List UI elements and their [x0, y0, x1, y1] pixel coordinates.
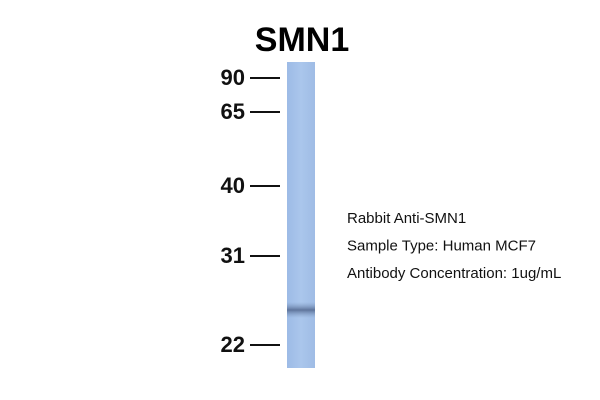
gel-lane: [287, 62, 315, 368]
description-line: Antibody Concentration: 1ug/mL: [347, 265, 561, 282]
description: Rabbit Anti-SMN1 Sample Type: Human MCF7 A…: [347, 210, 561, 282]
title: SMN1: [255, 21, 349, 59]
marker-label: 40: [221, 173, 245, 198]
marker-ladder: 90 65 40 31 22: [221, 65, 280, 357]
description-line: Sample Type: Human MCF7: [347, 237, 536, 254]
protein-band: [287, 302, 315, 318]
marker-label: 31: [221, 243, 245, 268]
marker-label: 22: [221, 332, 245, 357]
marker-label: 65: [221, 99, 245, 124]
marker-label: 90: [221, 65, 245, 90]
description-line: Rabbit Anti-SMN1: [347, 210, 466, 227]
